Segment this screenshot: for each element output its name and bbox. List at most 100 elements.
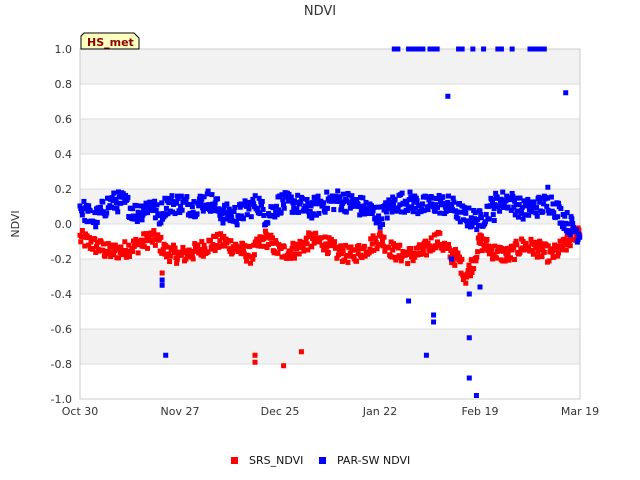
par-sw-ndvi-point: [471, 216, 477, 222]
srs-ndvi-point: [200, 253, 206, 259]
srs-ndvi-point: [193, 245, 198, 251]
par-sw-ndvi-outlier-point: [477, 284, 483, 290]
par-sw-ndvi-point: [514, 208, 520, 214]
srs-ndvi-point: [371, 247, 377, 253]
par-sw-ndvi-point: [352, 203, 358, 209]
srs-ndvi-point: [352, 247, 358, 253]
par-sw-ndvi-point: [234, 222, 240, 228]
srs-ndvi-point: [497, 248, 503, 254]
par-sw-ndvi-point: [298, 199, 304, 205]
srs-ndvi-point: [538, 242, 544, 248]
par-sw-ndvi-point: [308, 203, 314, 209]
par-sw-ndvi-point: [223, 210, 229, 216]
par-sw-ndvi-point: [386, 197, 392, 203]
srs-ndvi-point: [201, 242, 207, 248]
par-sw-ndvi-point: [191, 199, 197, 205]
par-sw-ndvi-point: [537, 199, 543, 205]
srs-ndvi-point: [101, 241, 107, 247]
par-sw-ndvi-point: [363, 199, 369, 205]
par-sw-ndvi-point: [310, 200, 316, 206]
srs-ndvi-point: [487, 244, 493, 250]
srs-ndvi-point: [130, 249, 136, 255]
par-sw-ndvi-point: [433, 202, 439, 208]
srs-ndvi-point: [395, 245, 401, 251]
par-sw-ndvi-point: [259, 202, 264, 208]
srs-ndvi-point: [199, 239, 205, 245]
par-sw-ndvi-point: [556, 200, 561, 206]
plot-area-border: [79, 48, 581, 400]
srs-ndvi-point: [374, 246, 380, 252]
y-tick-label: 0.4: [55, 148, 73, 161]
par-sw-ndvi-point: [313, 201, 319, 207]
par-sw-ndvi-point: [519, 204, 525, 210]
par-sw-ndvi-point: [198, 200, 204, 206]
srs-ndvi-point: [475, 249, 481, 255]
par-sw-ndvi-point: [175, 195, 181, 201]
srs-ndvi-point: [368, 236, 374, 242]
par-sw-ndvi-point: [519, 208, 525, 214]
par-sw-ndvi-outlier-point: [406, 46, 412, 52]
par-sw-ndvi-point: [260, 206, 266, 212]
srs-ndvi-point: [322, 234, 328, 240]
par-sw-ndvi-point: [544, 203, 550, 209]
srs-ndvi-point: [412, 254, 418, 260]
srs-ndvi-point: [473, 258, 479, 264]
srs-ndvi-point: [376, 241, 382, 247]
par-sw-ndvi-point: [350, 197, 356, 203]
par-sw-ndvi-point: [356, 204, 362, 210]
srs-ndvi-point: [511, 244, 517, 250]
par-sw-ndvi-outlier-point: [466, 291, 472, 297]
par-sw-ndvi-point: [231, 208, 237, 214]
srs-ndvi-point: [248, 260, 253, 266]
par-sw-ndvi-point: [527, 205, 533, 211]
par-sw-ndvi-point: [391, 202, 396, 208]
srs-ndvi-point: [467, 265, 473, 271]
srs-ndvi-point: [425, 240, 431, 246]
srs-ndvi-point: [317, 238, 323, 244]
par-sw-ndvi-outlier-point: [416, 46, 422, 52]
srs-ndvi-point: [284, 255, 290, 261]
par-sw-ndvi-point: [409, 204, 415, 210]
par-sw-ndvi-point: [169, 193, 175, 199]
srs-ndvi-point: [548, 246, 554, 252]
srs-ndvi-point: [207, 238, 213, 244]
par-sw-ndvi-point: [354, 197, 360, 203]
par-sw-ndvi-point: [414, 198, 420, 204]
srs-ndvi-point: [563, 247, 569, 253]
srs-ndvi-point: [381, 234, 387, 240]
srs-ndvi-point: [336, 247, 342, 253]
srs-ndvi-point: [86, 242, 92, 248]
srs-ndvi-point: [264, 245, 270, 251]
srs-ndvi-point: [306, 230, 312, 236]
srs-ndvi-point: [471, 265, 477, 271]
par-sw-ndvi-point: [222, 216, 228, 222]
srs-ndvi-point: [79, 227, 85, 233]
par-sw-ndvi-point: [401, 201, 407, 207]
srs-ndvi-point: [482, 243, 488, 249]
y-tick-label: 0.6: [55, 113, 73, 126]
srs-ndvi-point: [82, 243, 88, 249]
x-tick-label: Feb 19: [462, 405, 499, 418]
par-sw-ndvi-point: [274, 212, 280, 218]
srs-ndvi-point: [479, 248, 485, 254]
srs-ndvi-point: [149, 239, 155, 245]
y-tick-label: -0.2: [51, 253, 72, 266]
par-sw-ndvi-point: [493, 190, 499, 196]
srs-ndvi-point: [567, 243, 573, 249]
par-sw-ndvi-point: [340, 191, 346, 197]
srs-ndvi-point: [217, 238, 223, 244]
par-sw-ndvi-point: [196, 203, 202, 209]
par-sw-ndvi-outlier-point: [420, 46, 426, 52]
par-sw-ndvi-point: [472, 210, 478, 216]
par-sw-ndvi-point: [134, 203, 140, 209]
par-sw-ndvi-point: [240, 216, 246, 222]
par-sw-ndvi-point: [130, 206, 136, 212]
srs-ndvi-point: [545, 243, 551, 249]
par-sw-ndvi-point: [566, 221, 572, 227]
srs-ndvi-point: [123, 254, 129, 260]
srs-ndvi-point: [475, 235, 481, 241]
par-sw-ndvi-point: [205, 188, 211, 194]
srs-ndvi-point: [557, 238, 563, 244]
par-sw-ndvi-outlier-point: [163, 352, 169, 358]
par-sw-ndvi-point: [440, 194, 446, 200]
